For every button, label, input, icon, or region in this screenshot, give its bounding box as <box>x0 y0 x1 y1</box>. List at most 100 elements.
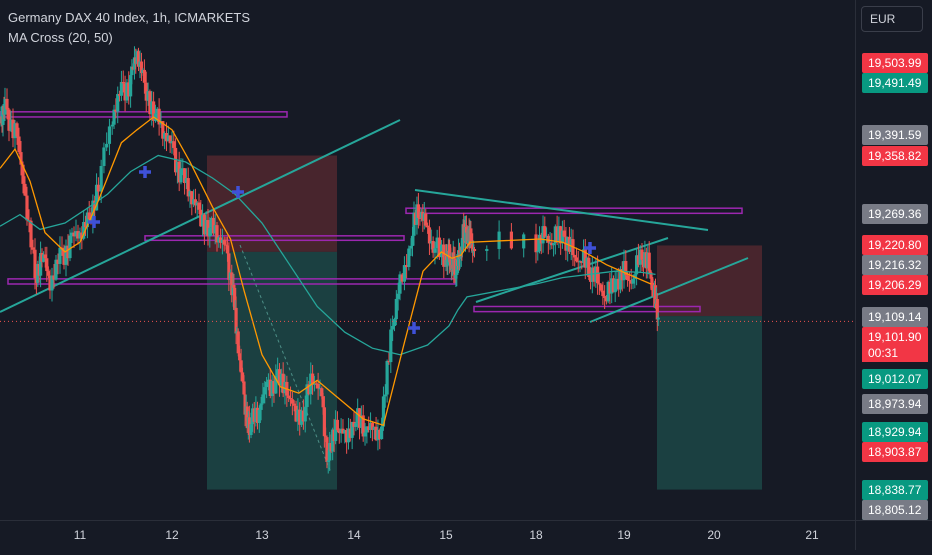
candle-body <box>402 265 407 282</box>
candle-body <box>537 234 542 252</box>
time-tick-label: 19 <box>617 528 631 542</box>
candle-body <box>610 278 614 294</box>
candle-body <box>9 119 13 131</box>
candle-body <box>321 396 325 408</box>
candle-body <box>650 278 654 289</box>
candle-body <box>335 419 340 431</box>
candle-body <box>611 278 616 293</box>
candle-body <box>177 161 181 183</box>
candle-body <box>25 195 29 221</box>
ma-cross-marker-3 <box>232 186 244 198</box>
candle-body <box>615 278 619 280</box>
candle-body <box>409 245 413 249</box>
support-resistance-box-2 <box>144 235 405 242</box>
price-label: 19,269.36 <box>862 203 928 224</box>
candle-body <box>567 236 572 252</box>
candle-body <box>121 81 125 84</box>
candle-body <box>220 239 224 243</box>
candle-body <box>125 82 129 101</box>
candle-body <box>166 135 170 142</box>
candle-body <box>550 242 554 246</box>
price-label: 19,101.90 <box>862 326 928 347</box>
candle-body <box>341 428 345 434</box>
candle-body <box>3 98 7 115</box>
price-label: 19,491.49 <box>862 73 928 93</box>
candle-body <box>148 91 152 115</box>
candle-body <box>433 248 437 253</box>
candle-body <box>653 285 658 304</box>
price-label: 19,358.82 <box>862 146 928 167</box>
candle-body <box>257 409 261 423</box>
candle-body <box>553 226 557 244</box>
price-label: 19,206.29 <box>862 274 928 295</box>
candle-body <box>5 98 9 110</box>
candle-body <box>357 408 362 428</box>
candle-body <box>249 424 253 436</box>
candle-body <box>560 230 564 244</box>
candle-body <box>448 244 452 263</box>
candle-body <box>368 422 373 430</box>
candle-body <box>557 226 561 242</box>
candle-body <box>647 252 651 271</box>
candle-body <box>58 247 62 264</box>
candle-body <box>294 405 298 422</box>
candle-body <box>552 243 556 246</box>
candle-body <box>636 255 640 265</box>
candle-body <box>192 199 196 205</box>
candle-body <box>573 255 577 258</box>
candle-body <box>240 372 245 382</box>
candle-body <box>352 421 356 427</box>
support-resistance-box-5 <box>473 305 701 313</box>
candle-body <box>136 51 141 67</box>
candle-body <box>356 408 360 424</box>
candle-body <box>87 212 91 220</box>
candle-body <box>184 178 188 183</box>
candle-body <box>261 394 265 404</box>
candle-body <box>70 232 74 236</box>
candle-body <box>314 383 318 385</box>
price-label: 18,805.12 <box>862 500 928 520</box>
candle-body <box>627 280 631 282</box>
candle-body <box>188 191 192 197</box>
candle-body <box>640 249 644 260</box>
candle-body <box>17 136 21 153</box>
candle-body <box>460 240 465 251</box>
candle-body <box>459 249 463 258</box>
candle-body <box>123 83 127 101</box>
currency-selector[interactable]: EUR <box>861 6 923 32</box>
candle-body <box>555 226 559 242</box>
short-position-target-zone <box>207 251 337 490</box>
candle-body <box>161 121 165 139</box>
candle-body <box>590 267 594 282</box>
candle-body <box>190 191 194 205</box>
candle-body <box>168 135 172 144</box>
candle-body <box>585 257 589 268</box>
candle-body <box>559 226 563 244</box>
candle-body <box>583 249 587 268</box>
ma-cross-marker-1 <box>139 166 151 178</box>
candle-body <box>50 275 54 291</box>
candle-body <box>620 269 624 281</box>
candle-body <box>227 253 231 280</box>
candle-body <box>33 249 37 279</box>
candle-body <box>597 283 601 285</box>
price-label: 18,973.94 <box>862 393 928 414</box>
candle-body <box>48 275 52 291</box>
price-label: 19,216.32 <box>862 254 928 275</box>
candle-body <box>150 101 154 115</box>
price-label: 19,220.80 <box>862 234 928 255</box>
candle-body <box>392 319 397 327</box>
candle-body <box>29 220 33 248</box>
candle-body <box>455 260 459 275</box>
candle-body <box>566 236 570 251</box>
candle-body <box>130 66 134 76</box>
candle-body <box>1 105 5 125</box>
candle-body <box>54 259 58 280</box>
candle-body <box>11 119 15 139</box>
candle-body <box>380 426 384 440</box>
candle-body <box>279 373 283 386</box>
candle-body <box>238 353 242 361</box>
candle-body <box>195 202 199 206</box>
